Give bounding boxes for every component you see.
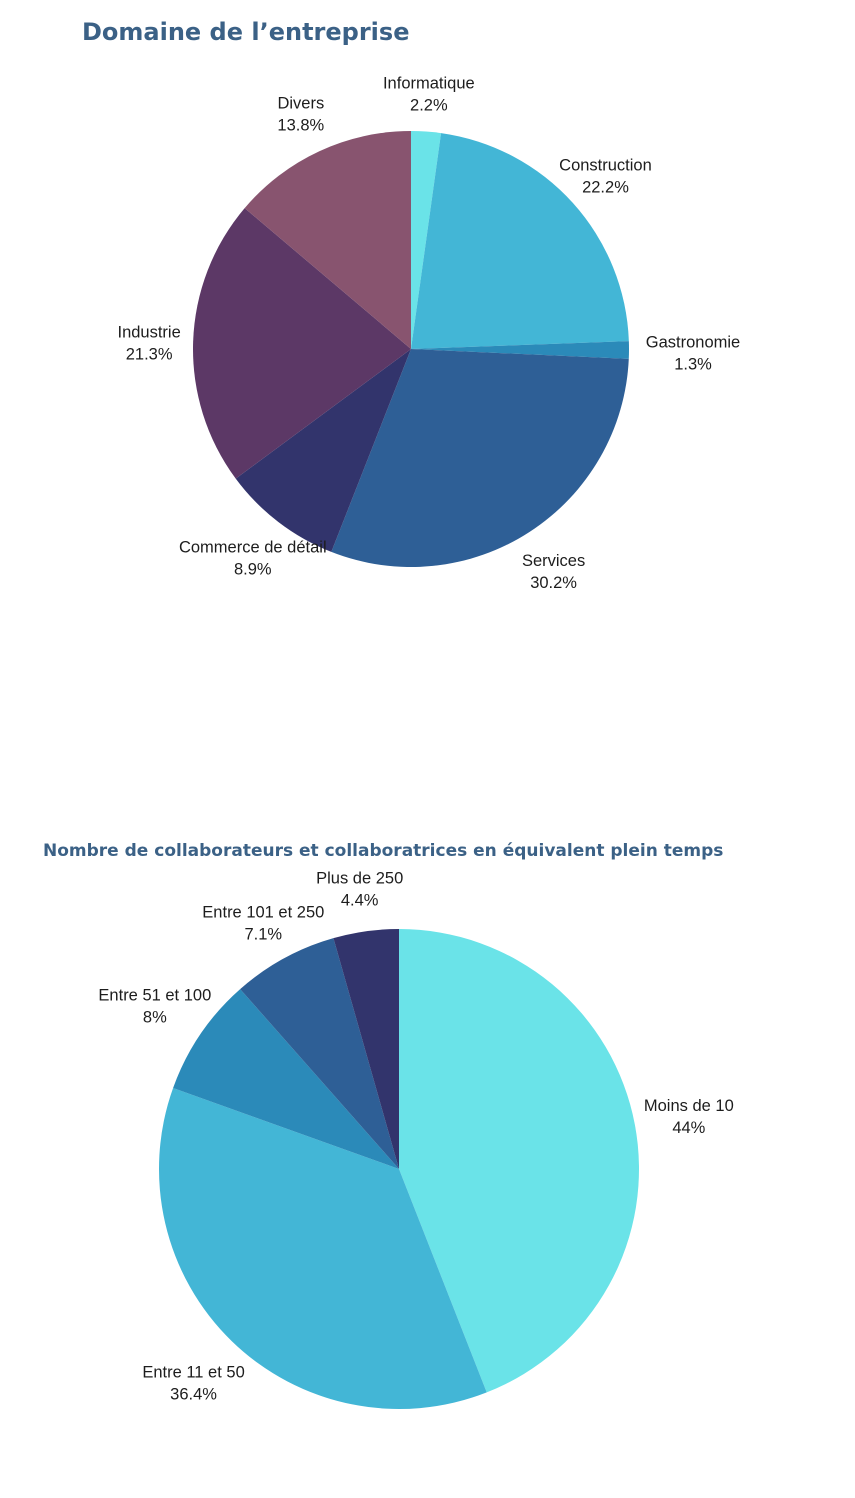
collaborateurs-slice-plus-de-250 xyxy=(333,929,399,1169)
collaborateurs-slice-entre-101-et-250 xyxy=(240,938,399,1169)
domaine-label-name: Divers xyxy=(277,94,324,112)
domaine-label-divers: Divers 13.8% xyxy=(277,94,324,134)
domaine-slice-industrie xyxy=(193,208,411,479)
domaine-label-name: Services xyxy=(522,552,585,570)
collaborateurs-slice-entre-51-et-100 xyxy=(173,989,399,1169)
collaborateurs-label-entre-11-et-50: Entre 11 et 50 36.4% xyxy=(142,1364,244,1404)
domaine-label-informatique: Informatique 2.2% xyxy=(383,75,475,115)
collaborateurs-label-name: Plus de 250 xyxy=(316,870,403,888)
collaborateurs-label-value: 44% xyxy=(672,1119,705,1137)
collaborateurs-label-name: Entre 51 et 100 xyxy=(98,986,211,1004)
domaine-label-name: Construction xyxy=(559,156,652,174)
domaine-label-value: 13.8% xyxy=(277,116,324,134)
domaine-label-value: 21.3% xyxy=(126,345,173,363)
domaine-label-services: Services 30.2% xyxy=(522,552,585,592)
domaine-slice-gastronomie xyxy=(411,341,629,359)
domaine-label-value: 30.2% xyxy=(530,574,577,592)
domaine-slice-services xyxy=(331,349,629,567)
collaborateurs-slice-entre-11-et-50 xyxy=(159,1087,487,1409)
collaborateurs-label-value: 36.4% xyxy=(170,1386,217,1404)
domaine-label-gastronomie: Gastronomie 1.3% xyxy=(646,333,740,373)
collaborateurs-label-entre-51-et-100: Entre 51 et 100 8% xyxy=(98,986,211,1026)
domaine-label-value: 2.2% xyxy=(410,97,448,115)
collaborateurs-label-plus-de-250: Plus de 250 4.4% xyxy=(316,870,403,910)
domaine-slice-construction xyxy=(411,133,629,349)
chart-title-collaborateurs: Nombre de collaborateurs et collaboratri… xyxy=(43,841,724,861)
domaine-label-name: Commerce de détail xyxy=(179,538,327,556)
collaborateurs-label-entre-101-et-250: Entre 101 et 250 7.1% xyxy=(202,904,324,944)
domaine-label-industrie: Industrie 21.3% xyxy=(117,323,180,363)
domaine-label-name: Gastronomie xyxy=(646,333,740,351)
collaborateurs-label-name: Entre 101 et 250 xyxy=(202,904,324,922)
domaine-label-name: Industrie xyxy=(117,323,180,341)
domaine-slice-commerce-de-detail xyxy=(235,349,411,552)
domaine-label-value: 22.2% xyxy=(582,178,629,196)
collaborateurs-label-value: 7.1% xyxy=(245,926,283,944)
collaborateurs-label-value: 4.4% xyxy=(341,892,379,910)
domaine-slice-informatique xyxy=(411,131,442,349)
domaine-label-value: 8.9% xyxy=(234,560,272,578)
collaborateurs-label-name: Moins de 10 xyxy=(644,1097,734,1115)
domaine-label-commerce-de-detail: Commerce de détail 8.9% xyxy=(179,538,327,578)
domaine-label-value: 1.3% xyxy=(674,355,712,373)
collaborateurs-slice-moins-de-10 xyxy=(399,929,640,1393)
pie-chart-domaine: Informatique 2.2% Construction 22.2% Gastron… xyxy=(117,75,740,592)
collaborateurs-label-moins-de-10: Moins de 10 44% xyxy=(644,1097,734,1137)
domaine-label-construction: Construction 22.2% xyxy=(559,156,652,196)
domaine-label-name: Informatique xyxy=(383,75,475,93)
collaborateurs-label-name: Entre 11 et 50 xyxy=(142,1364,244,1382)
domaine-slice-divers xyxy=(244,131,411,349)
chart-title-domaine: Domaine de l’entreprise xyxy=(82,18,410,46)
pie-chart-collaborateurs: Moins de 10 44% Entre 11 et 50 36.4% Entre 5… xyxy=(98,870,734,1409)
collaborateurs-label-value: 8% xyxy=(143,1008,167,1026)
